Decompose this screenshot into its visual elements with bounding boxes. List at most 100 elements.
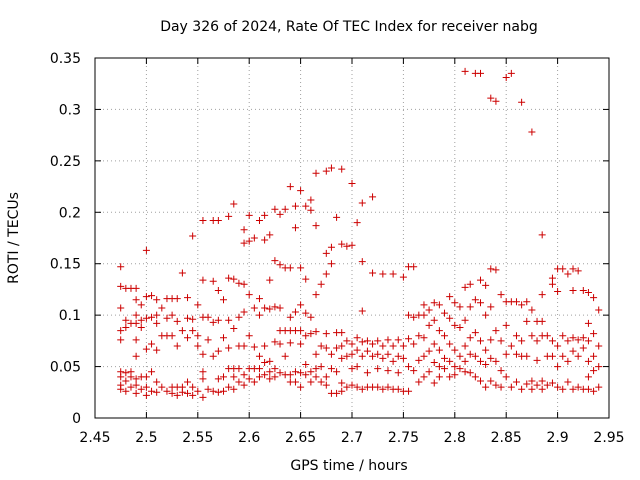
data-point [225,344,233,352]
data-point [348,350,356,358]
data-point [220,373,227,381]
data-point [312,328,320,336]
data-point [590,330,598,338]
data-point [564,337,572,345]
y-tick-label: 0.2 [59,205,81,221]
data-point [327,350,335,358]
data-point [189,391,197,399]
data-point [548,379,556,387]
data-point [307,196,315,204]
data-point [533,356,541,364]
data-point [230,373,238,381]
data-point [122,387,130,395]
data-point [363,347,371,355]
data-point [117,385,125,393]
data-point [435,327,443,335]
data-point [358,199,366,207]
data-point [153,296,161,304]
data-point [302,202,310,210]
data-point [235,279,243,287]
data-point [312,169,320,177]
data-point [441,309,449,317]
data-point [132,381,140,389]
data-point [117,336,125,344]
data-point [441,332,449,340]
data-point [410,263,418,271]
data-point [142,383,150,391]
data-point [584,289,592,297]
data-point [333,389,341,397]
data-point [225,383,233,391]
data-point [584,373,592,381]
data-point [235,378,243,386]
data-point [574,336,582,344]
data-point [261,358,269,366]
data-point [194,301,202,309]
data-point [271,205,279,213]
data-point [584,385,592,393]
data-point [497,383,505,391]
data-point [194,342,202,350]
data-point [127,373,135,381]
data-point [137,385,145,393]
data-point [466,280,474,288]
y-tick-labels: 0 0.05 0.1 0.15 0.2 0.25 0.3 0.35 [50,51,81,427]
data-point [384,350,392,358]
x-tick-labels: 2.45 2.5 2.55 2.6 2.65 2.7 2.75 2.8 2.85 2.9 2.95 [79,430,624,446]
data-point [322,373,330,381]
data-point [189,383,197,391]
data-point [584,319,592,327]
data-point [451,299,459,307]
data-point [415,378,423,386]
chart-title: Day 326 of 2024, Rate Of TEC Index for r… [160,19,538,35]
data-point [199,393,207,401]
data-point [559,265,567,273]
data-point [554,383,562,391]
data-point [297,340,305,348]
data-point [579,286,587,294]
data-point [168,311,176,319]
data-point [512,350,520,358]
data-point [353,334,361,342]
x-tick-label: 2.85 [491,430,522,446]
data-point [245,237,253,245]
data-point [358,338,366,346]
data-point [466,334,474,342]
x-axis-title: GPS time / hours [290,458,407,474]
data-point [153,378,161,386]
data-point [266,357,274,365]
data-point [466,350,474,358]
data-point [590,387,598,395]
data-point [477,357,484,365]
data-point [230,200,238,208]
data-point [173,317,181,325]
data-point [261,211,269,219]
data-point [358,307,366,315]
data-point [291,378,299,386]
data-point [297,327,305,335]
data-point [204,313,212,321]
data-point [276,369,284,377]
data-point [158,383,166,391]
data-point [286,339,294,347]
data-point [348,241,356,249]
data-point [456,352,464,360]
data-point [518,337,526,345]
data-point [148,387,156,395]
y-axis-title: ROTI / TECUs [6,192,22,284]
data-point [512,298,520,306]
data-point [132,311,140,319]
data-point [338,387,346,395]
data-point [471,352,479,360]
data-point [399,354,407,362]
data-point [255,217,263,225]
data-point [317,378,325,386]
data-point [554,363,562,371]
data-point [117,263,125,271]
data-point [477,276,484,284]
data-point [595,342,603,350]
data-point [312,365,320,373]
data-point [230,325,238,333]
data-point [317,363,325,371]
data-point [153,346,161,354]
